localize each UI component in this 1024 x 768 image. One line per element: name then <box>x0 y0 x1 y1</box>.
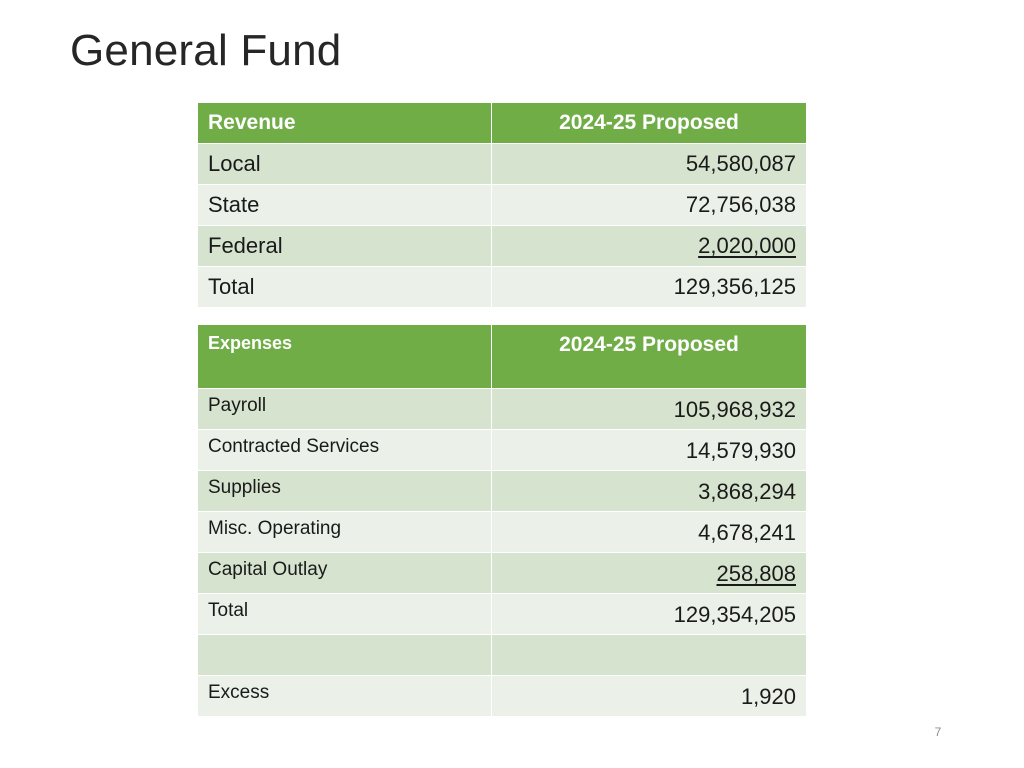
expenses-header-column: 2024-25 Proposed <box>491 324 807 389</box>
table-row: Total 129,356,125 <box>197 266 807 308</box>
page-title: General Fund <box>70 26 342 75</box>
revenue-row-value: 2,020,000 <box>698 233 796 258</box>
revenue-row-label: Local <box>197 143 492 185</box>
revenue-row-label: State <box>197 184 492 226</box>
revenue-row-value: 54,580,087 <box>491 143 807 185</box>
table-row: Capital Outlay 258,808 <box>197 552 807 594</box>
expenses-row-label: Supplies <box>197 470 492 512</box>
table-row: State 72,756,038 <box>197 184 807 226</box>
expenses-row-label: Payroll <box>197 388 492 430</box>
revenue-row-value: 129,356,125 <box>491 266 807 308</box>
table-row: Local 54,580,087 <box>197 143 807 185</box>
expenses-row-value: 129,354,205 <box>491 593 807 635</box>
expenses-row-value: 4,678,241 <box>491 511 807 553</box>
expenses-header-label: Expenses <box>197 324 492 389</box>
expenses-row-label: Capital Outlay <box>197 552 492 594</box>
expenses-table: Expenses 2024-25 Proposed Payroll 105,96… <box>197 324 807 717</box>
expenses-row-value <box>491 634 807 676</box>
expenses-row-label <box>197 634 492 676</box>
expenses-row-label: Contracted Services <box>197 429 492 471</box>
table-row: Total 129,354,205 <box>197 593 807 635</box>
table-row <box>197 634 807 676</box>
expenses-row-value: 258,808 <box>716 561 796 586</box>
expenses-row-value: 105,968,932 <box>491 388 807 430</box>
revenue-header-column: 2024-25 Proposed <box>491 102 807 144</box>
revenue-row-value: 72,756,038 <box>491 184 807 226</box>
revenue-row-label: Federal <box>197 225 492 267</box>
page-number: 7 <box>934 725 942 739</box>
table-row: Supplies 3,868,294 <box>197 470 807 512</box>
expenses-row-value: 1,920 <box>491 675 807 717</box>
expenses-row-value: 3,868,294 <box>491 470 807 512</box>
revenue-header-row: Revenue 2024-25 Proposed <box>197 102 807 144</box>
table-row: Excess 1,920 <box>197 675 807 717</box>
expenses-row-label: Total <box>197 593 492 635</box>
table-row: Federal 2,020,000 <box>197 225 807 267</box>
table-row: Contracted Services 14,579,930 <box>197 429 807 471</box>
expenses-header-row: Expenses 2024-25 Proposed <box>197 324 807 389</box>
revenue-row-label: Total <box>197 266 492 308</box>
table-row: Misc. Operating 4,678,241 <box>197 511 807 553</box>
revenue-table: Revenue 2024-25 Proposed Local 54,580,08… <box>197 102 807 308</box>
expenses-row-label: Excess <box>197 675 492 717</box>
table-row: Payroll 105,968,932 <box>197 388 807 430</box>
expenses-row-value: 14,579,930 <box>491 429 807 471</box>
revenue-header-label: Revenue <box>197 102 492 144</box>
expenses-row-label: Misc. Operating <box>197 511 492 553</box>
